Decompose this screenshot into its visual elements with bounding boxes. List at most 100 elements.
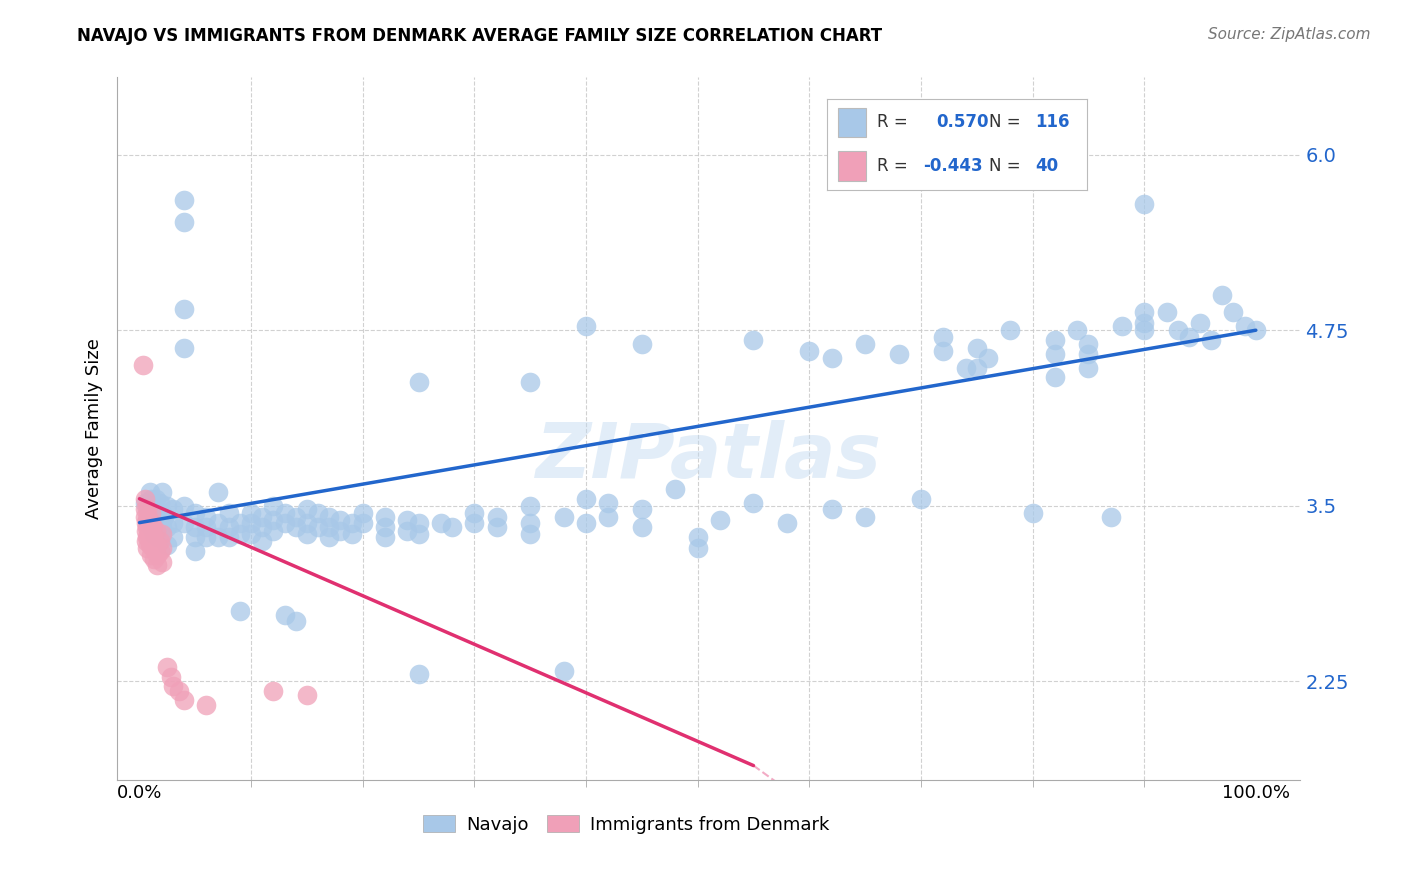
Point bbox=[686, 530, 709, 544]
Point bbox=[142, 530, 165, 544]
Point bbox=[153, 510, 176, 524]
Point bbox=[1133, 323, 1156, 337]
Point bbox=[156, 538, 179, 552]
Point bbox=[664, 482, 686, 496]
Point bbox=[631, 520, 654, 534]
Point bbox=[263, 513, 285, 527]
Point bbox=[430, 516, 453, 530]
Point bbox=[631, 337, 654, 351]
Point bbox=[977, 351, 1000, 366]
Point bbox=[135, 516, 157, 530]
Point bbox=[396, 524, 419, 538]
Point bbox=[408, 516, 430, 530]
Point bbox=[173, 193, 195, 207]
Point bbox=[553, 510, 575, 524]
Point bbox=[139, 513, 162, 527]
Point bbox=[853, 337, 876, 351]
Point bbox=[139, 491, 162, 506]
Point bbox=[149, 516, 172, 530]
Point bbox=[519, 499, 541, 513]
Point bbox=[240, 526, 263, 541]
Point bbox=[156, 660, 179, 674]
Point bbox=[853, 510, 876, 524]
Point bbox=[184, 543, 207, 558]
Point bbox=[141, 499, 163, 513]
Point bbox=[1233, 318, 1256, 333]
Text: ZIPatlas: ZIPatlas bbox=[536, 419, 882, 493]
Point bbox=[149, 533, 172, 548]
Point bbox=[136, 541, 159, 555]
Point bbox=[195, 698, 218, 713]
Point bbox=[145, 524, 167, 538]
Point bbox=[173, 215, 195, 229]
Point bbox=[575, 491, 598, 506]
Point bbox=[1099, 510, 1122, 524]
Point bbox=[138, 484, 160, 499]
Point bbox=[575, 516, 598, 530]
Point bbox=[162, 679, 184, 693]
Point bbox=[134, 510, 156, 524]
Point bbox=[184, 520, 207, 534]
Point bbox=[742, 333, 765, 347]
Point bbox=[742, 496, 765, 510]
Point bbox=[295, 526, 318, 541]
Point bbox=[686, 541, 709, 555]
Point bbox=[218, 520, 240, 534]
Point bbox=[329, 513, 352, 527]
Point bbox=[150, 484, 173, 499]
Point bbox=[150, 526, 173, 541]
Point bbox=[1133, 197, 1156, 211]
Point bbox=[519, 375, 541, 389]
Point bbox=[142, 516, 165, 530]
Point bbox=[229, 526, 252, 541]
Point bbox=[173, 692, 195, 706]
Point bbox=[1222, 305, 1244, 319]
Point bbox=[145, 501, 167, 516]
Point bbox=[374, 530, 396, 544]
Point bbox=[207, 530, 229, 544]
Point bbox=[1111, 318, 1133, 333]
Point bbox=[519, 526, 541, 541]
Point bbox=[167, 684, 190, 698]
Point bbox=[273, 516, 295, 530]
Point bbox=[240, 516, 263, 530]
Point bbox=[150, 555, 173, 569]
Point bbox=[146, 558, 169, 572]
Point bbox=[135, 524, 157, 538]
Point bbox=[138, 516, 160, 530]
Point bbox=[709, 513, 731, 527]
Point bbox=[252, 510, 274, 524]
Point bbox=[307, 506, 329, 520]
Point bbox=[1043, 347, 1066, 361]
Point bbox=[150, 506, 173, 520]
Point bbox=[138, 516, 160, 530]
Point bbox=[136, 513, 159, 527]
Point bbox=[374, 510, 396, 524]
Point bbox=[910, 491, 932, 506]
Point bbox=[799, 344, 821, 359]
Point bbox=[162, 501, 184, 516]
Point bbox=[1077, 347, 1099, 361]
Point bbox=[143, 541, 166, 555]
Point bbox=[139, 506, 162, 520]
Point bbox=[1188, 316, 1211, 330]
Point bbox=[408, 526, 430, 541]
Point bbox=[150, 541, 173, 555]
Point bbox=[1167, 323, 1189, 337]
Point bbox=[207, 484, 229, 499]
Point bbox=[820, 351, 842, 366]
Point bbox=[184, 530, 207, 544]
Point bbox=[139, 516, 162, 530]
Point bbox=[396, 513, 419, 527]
Point bbox=[776, 516, 799, 530]
Point bbox=[218, 530, 240, 544]
Point bbox=[136, 530, 159, 544]
Point bbox=[1133, 305, 1156, 319]
Point bbox=[240, 506, 263, 520]
Point bbox=[1043, 333, 1066, 347]
Point bbox=[145, 538, 167, 552]
Point bbox=[156, 499, 179, 513]
Point bbox=[1244, 323, 1267, 337]
Point bbox=[138, 510, 160, 524]
Point bbox=[1021, 506, 1043, 520]
